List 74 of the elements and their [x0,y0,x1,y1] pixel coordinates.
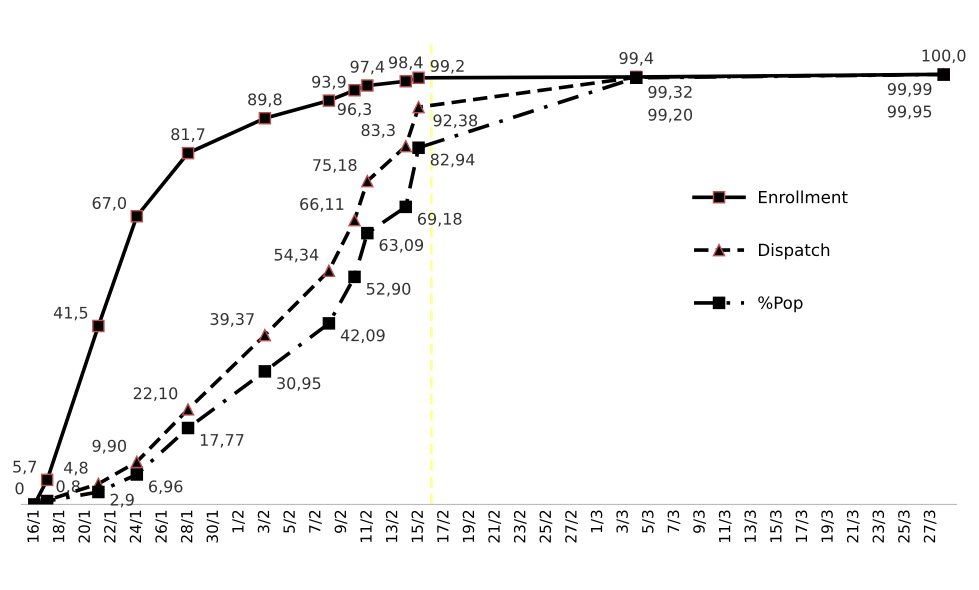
x-tick-label: 15/2 [411,510,424,542]
data-label: 82,94 [430,154,475,168]
data-label: 54,34 [274,248,318,262]
data-label: 98,4 [388,56,423,70]
data-label: 17,77 [200,434,244,448]
x-tick-label: 30/1 [206,510,220,542]
x-tick-label: 3/3 [616,510,630,533]
data-label: 4,8 [64,462,88,476]
x-tick-label: 27/3 [924,510,936,542]
x-tick-label: 9/3 [693,510,706,533]
data-label: 96,3 [338,103,372,117]
legend-label: Dispatch [759,243,830,260]
data-label: 0 [16,482,24,494]
data-label: 99,2 [430,60,464,74]
x-tick-label: 13/2 [386,510,399,542]
data-label: 83,3 [362,124,395,138]
data-label: 2,9 [110,494,134,508]
x-tick-label: 17/2 [437,510,450,542]
x-tick-label: 11/2 [360,510,373,542]
x-tick-label: 21/2 [488,510,502,542]
x-tick-label: 26/1 [155,510,168,542]
x-tick-label: 11/3 [718,510,732,542]
legend-label: Enrollment [759,190,848,204]
x-tick-label: 5/2 [283,510,296,533]
data-label: 9,90 [92,440,126,454]
x-tick-label: 22/1 [104,510,117,542]
x-tick-label: 13/3 [744,510,758,542]
data-label: 42,09 [340,329,385,343]
x-tick-label: 20/1 [78,510,92,542]
x-tick-label: 5/3 [642,510,655,533]
data-label: 67,0 [92,196,126,211]
x-tick-label: 1/3 [590,510,604,532]
x-tick-label: 9/2 [334,510,348,533]
data-label: 99,4 [620,52,654,66]
x-tick-label: 18/1 [52,510,66,542]
x-tick-label: 15/3 [770,510,783,542]
x-tick-label: 3/2 [258,510,271,533]
x-tick-label: 19/2 [462,510,476,542]
x-tick-label: 7/2 [308,510,322,533]
data-label: 97,4 [350,60,384,74]
data-label: 66,11 [300,198,344,212]
data-label: 52,90 [366,282,410,296]
data-label: 99,20 [648,108,692,122]
x-tick-label: 7/3 [668,510,680,533]
x-tick-label: 25/3 [898,510,911,542]
data-label: 75,18 [313,158,357,173]
data-label: 89,8 [248,93,282,108]
x-tick-label: 28/1 [180,510,194,542]
data-label: 5,7 [13,460,36,474]
data-label: 99,32 [648,86,692,100]
data-label: 99,99 [888,83,932,97]
x-tick-label: 24/1 [130,510,142,542]
data-label: 41,5 [54,306,88,320]
x-tick-label: 23/3 [872,510,886,542]
x-tick-label: 21/3 [846,510,860,542]
data-label: 6,96 [149,480,182,494]
x-tick-label: 1/2 [232,510,245,532]
x-tick-label: 17/3 [796,510,808,542]
data-label: 22,10 [134,387,178,401]
x-tick-label: 25/2 [540,510,552,542]
legend-label: %Pop [758,296,803,312]
data-label: 100,0 [922,49,966,64]
data-label: 63,09 [380,238,424,253]
x-tick-label: 16/1 [27,510,40,542]
data-label: 39,37 [210,313,254,327]
x-tick-label: 27/2 [565,510,578,542]
data-label: 92,38 [433,114,478,128]
data-label: 93,9 [312,76,346,90]
data-label: 69,18 [418,212,462,226]
x-tick-label: 19/3 [821,510,834,542]
data-label: 81,7 [171,128,204,142]
data-label: 30,95 [277,377,320,391]
x-tick-label: 23/2 [514,510,527,542]
data-label: 99,95 [888,105,932,120]
